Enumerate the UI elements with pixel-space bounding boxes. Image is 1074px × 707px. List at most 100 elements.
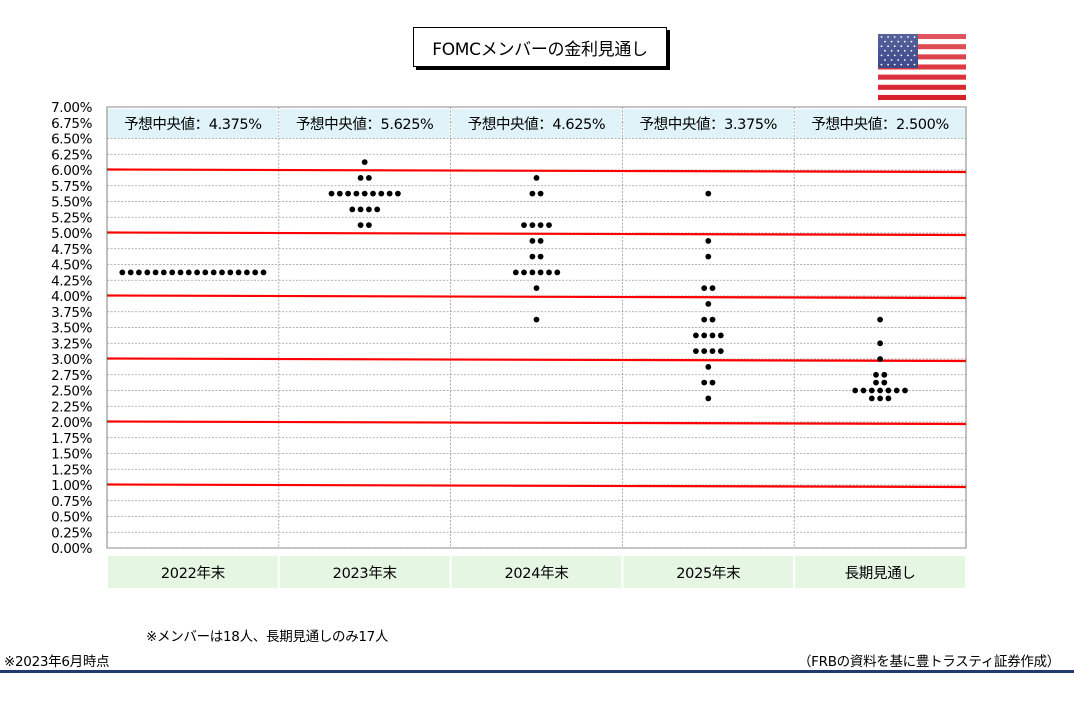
data-dot bbox=[860, 387, 867, 394]
data-dot bbox=[709, 379, 716, 386]
x-category-label: 2022年末 bbox=[161, 565, 226, 582]
data-dot bbox=[386, 190, 393, 197]
data-dot bbox=[378, 190, 385, 197]
data-dot bbox=[885, 395, 892, 402]
data-dot bbox=[361, 190, 368, 197]
y-tick-label: 0.50% bbox=[51, 510, 92, 526]
y-tick-label: 7.00% bbox=[51, 100, 92, 116]
data-dot bbox=[701, 379, 708, 386]
data-dot bbox=[709, 348, 716, 354]
data-dot bbox=[521, 269, 527, 276]
data-dot bbox=[366, 222, 372, 229]
data-dot bbox=[877, 340, 883, 347]
data-dot bbox=[219, 269, 225, 276]
category-label-bg bbox=[279, 556, 450, 588]
data-dot bbox=[537, 238, 544, 244]
median-label-bg bbox=[108, 109, 278, 138]
members-note: ※メンバーは18人、長期見通しのみ17人 bbox=[146, 629, 389, 645]
x-category-label: 長期見通し bbox=[845, 565, 916, 582]
y-tick-label: 3.00% bbox=[51, 352, 92, 368]
y-tick-label: 6.75% bbox=[51, 116, 92, 132]
highlight-line bbox=[106, 294, 967, 300]
data-dot bbox=[701, 316, 708, 323]
data-dot bbox=[227, 269, 234, 276]
category-label-bg bbox=[623, 556, 794, 588]
median-label: 予想中央値：3.375% bbox=[640, 116, 778, 133]
y-tick-label: 6.00% bbox=[51, 163, 92, 179]
highlight-line bbox=[106, 231, 967, 237]
y-tick-label: 0.00% bbox=[51, 541, 92, 557]
data-dot bbox=[693, 348, 699, 354]
data-dot bbox=[705, 190, 712, 197]
data-dot bbox=[169, 269, 176, 276]
data-dot bbox=[357, 206, 364, 213]
y-tick-label: 6.50% bbox=[51, 132, 92, 148]
us-flag-icon bbox=[878, 34, 966, 100]
data-dot bbox=[260, 269, 267, 276]
data-dot bbox=[881, 371, 888, 378]
data-dot bbox=[529, 190, 536, 197]
data-dot bbox=[533, 175, 540, 181]
data-dot bbox=[717, 332, 724, 339]
y-tick-label: 5.25% bbox=[51, 210, 92, 226]
source-note: （FRBの資料を基に豊トラスティ証券作成） bbox=[797, 654, 1060, 670]
data-dot bbox=[194, 269, 201, 276]
data-dot bbox=[709, 332, 716, 339]
data-dot bbox=[546, 269, 552, 276]
data-dot bbox=[701, 285, 708, 291]
data-dot bbox=[705, 364, 712, 370]
y-tick-label: 5.75% bbox=[51, 179, 92, 195]
y-tick-label: 3.50% bbox=[51, 321, 92, 337]
data-dot bbox=[902, 387, 908, 394]
data-dot bbox=[868, 395, 875, 402]
highlight-line bbox=[106, 357, 967, 363]
data-dot bbox=[877, 395, 883, 402]
data-dot bbox=[160, 269, 167, 276]
data-dot bbox=[395, 190, 401, 197]
data-dot bbox=[701, 348, 708, 354]
data-dot bbox=[529, 222, 536, 229]
chart-title: FOMCメンバーの金利見通し bbox=[413, 27, 667, 67]
data-dot bbox=[709, 316, 716, 323]
data-dot bbox=[336, 190, 343, 197]
data-dot bbox=[537, 269, 544, 276]
data-dot bbox=[202, 269, 209, 276]
data-dot bbox=[693, 332, 699, 339]
y-tick-label: 1.75% bbox=[51, 431, 92, 447]
data-dot bbox=[537, 222, 544, 229]
median-label-bg bbox=[279, 109, 450, 138]
median-label-bg bbox=[795, 109, 965, 138]
median-label: 予想中央値：4.375% bbox=[124, 116, 262, 133]
highlight-line bbox=[106, 420, 967, 426]
data-dot bbox=[533, 285, 540, 291]
data-dot bbox=[873, 371, 879, 378]
data-dot bbox=[717, 348, 724, 354]
y-tick-label: 2.25% bbox=[51, 399, 92, 415]
data-dot bbox=[370, 190, 376, 197]
y-tick-label: 4.00% bbox=[51, 289, 92, 305]
data-dot bbox=[328, 190, 335, 197]
highlight-line bbox=[106, 168, 967, 174]
data-dot bbox=[353, 190, 360, 197]
y-tick-label: 5.00% bbox=[51, 226, 92, 242]
median-label: 予想中央値：5.625% bbox=[296, 116, 434, 133]
data-dot bbox=[554, 269, 561, 276]
median-label-bg bbox=[623, 109, 794, 138]
data-dot bbox=[210, 269, 217, 276]
median-label: 予想中央値：2.500% bbox=[811, 116, 949, 133]
data-dot bbox=[881, 379, 888, 386]
data-dot bbox=[705, 395, 712, 402]
data-dot bbox=[374, 206, 381, 213]
data-dot bbox=[235, 269, 242, 276]
data-dot bbox=[885, 387, 892, 394]
x-category-label: 2024年末 bbox=[504, 565, 569, 582]
x-category-label: 2023年末 bbox=[333, 565, 398, 582]
y-tick-label: 2.75% bbox=[51, 368, 92, 384]
data-dot bbox=[546, 222, 552, 229]
data-dot bbox=[877, 316, 883, 323]
x-category-label: 2025年末 bbox=[676, 565, 741, 582]
data-dot bbox=[512, 269, 519, 276]
bottom-rule bbox=[0, 670, 1074, 673]
y-tick-label: 2.50% bbox=[51, 384, 92, 400]
category-label-bg bbox=[451, 556, 622, 588]
